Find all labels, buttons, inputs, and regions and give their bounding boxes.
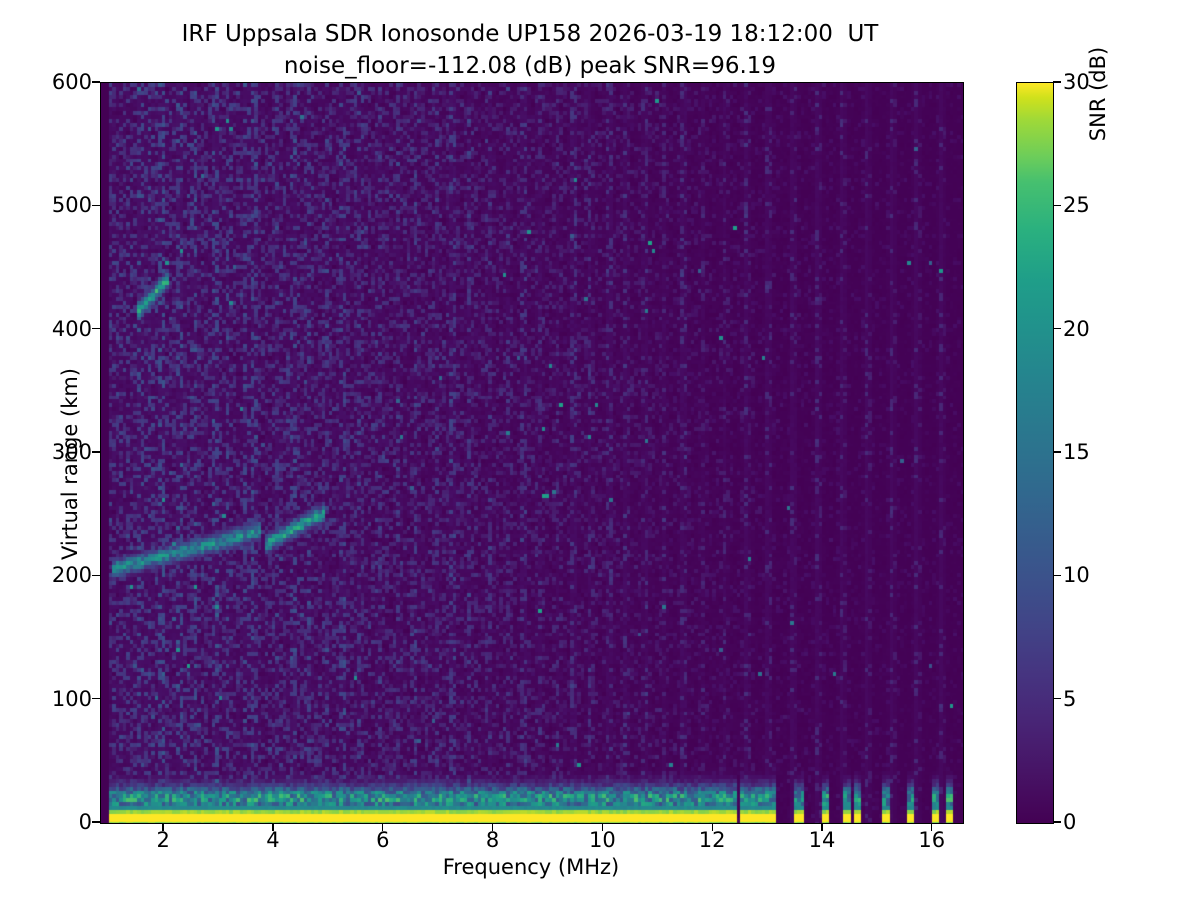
y-tick-mark: [92, 204, 100, 206]
colorbar-tick-label-10: 10: [1063, 563, 1090, 588]
x-tick-label-16: 16: [918, 828, 946, 852]
ionogram-heatmap: [101, 83, 963, 823]
y-tick-label-600: 600: [51, 70, 92, 94]
colorbar-tick-mark: [1053, 451, 1062, 453]
x-axis-label: Frequency (MHz): [442, 855, 620, 879]
title-line-1: IRF Uppsala SDR Ionosonde UP158 2026-03-…: [181, 21, 879, 47]
figure-title: IRF Uppsala SDR Ionosonde UP158 2026-03-…: [0, 18, 1060, 82]
x-tick-mark: [711, 823, 713, 832]
y-tick-label-0: 0: [78, 810, 92, 834]
y-tick-label-500: 500: [51, 193, 92, 218]
colorbar-label: SNR (dB): [1086, 46, 1110, 142]
x-tick-mark: [601, 823, 604, 832]
colorbar-tick-mark: [1053, 698, 1062, 700]
ionogram-axes: [100, 82, 964, 824]
title-line-2: noise_floor=-112.08 (dB) peak SNR=96.19: [283, 53, 777, 79]
x-tick-label-2: 2: [156, 828, 170, 852]
x-tick-label-12: 12: [698, 828, 726, 852]
colorbar-tick-mark: [1053, 574, 1062, 576]
y-tick-mark: [92, 328, 100, 330]
x-tick-mark: [491, 823, 494, 832]
x-tick-mark: [931, 823, 933, 832]
y-tick-mark: [92, 698, 100, 700]
colorbar-tick-mark: [1053, 821, 1062, 823]
y-tick-mark: [92, 81, 100, 83]
y-tick-mark: [92, 821, 100, 823]
colorbar-tick-label-30: 30: [1063, 70, 1090, 94]
x-tick-label-8: 8: [485, 828, 500, 852]
colorbar-tick-label-5: 5: [1063, 686, 1077, 711]
y-axis-label: Virtual range (km): [58, 367, 82, 561]
x-tick-mark: [272, 823, 274, 832]
colorbar-tick-mark: [1053, 328, 1062, 330]
x-tick-label-14: 14: [808, 828, 836, 852]
colorbar-tick-mark: [1053, 81, 1062, 83]
x-tick-mark: [382, 823, 384, 832]
colorbar-tick-label-20: 20: [1063, 316, 1090, 341]
x-tick-mark: [162, 823, 164, 832]
y-tick-label-100: 100: [51, 686, 92, 711]
y-tick-label-200: 200: [51, 563, 92, 588]
x-tick-label-6: 6: [376, 828, 390, 852]
x-tick-mark: [821, 823, 823, 832]
y-tick-mark: [92, 574, 100, 576]
y-tick-mark: [92, 451, 100, 453]
y-tick-label-400: 400: [51, 316, 92, 341]
colorbar-tick-label-15: 15: [1063, 440, 1090, 464]
colorbar-tick-mark: [1053, 204, 1062, 206]
x-tick-label-4: 4: [266, 828, 280, 852]
x-tick-label-10: 10: [589, 828, 616, 852]
colorbar-tick-label-25: 25: [1063, 193, 1090, 218]
y-tick-label-300: 300: [51, 440, 92, 464]
colorbar: [1016, 82, 1054, 824]
colorbar-tick-label-0: 0: [1063, 810, 1077, 834]
